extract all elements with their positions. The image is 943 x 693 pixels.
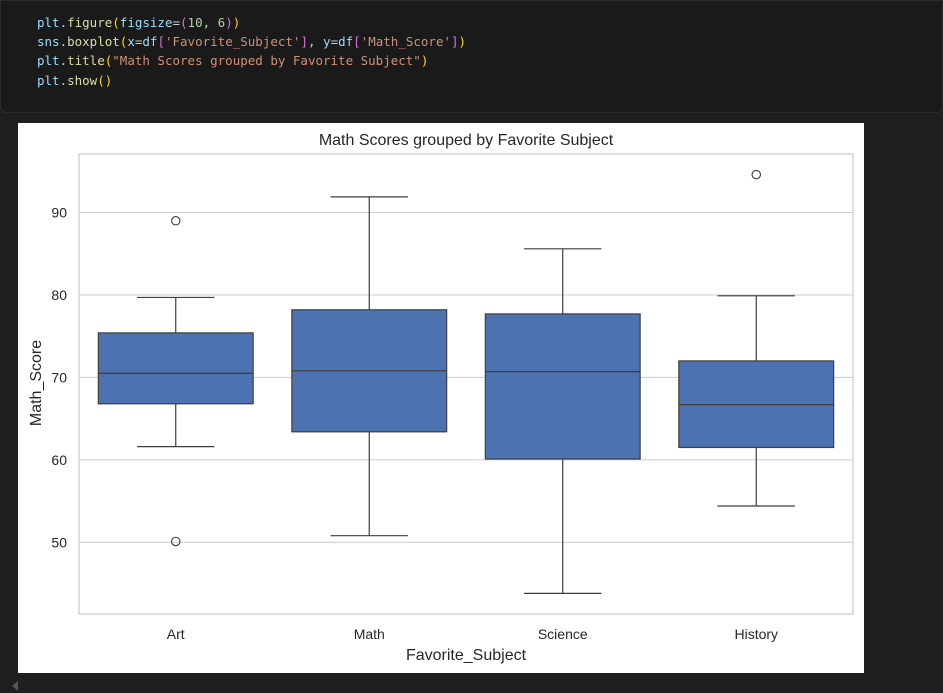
code-token: title (67, 53, 105, 69)
code-token: ) (420, 53, 429, 69)
boxes (97, 169, 835, 594)
plot-frame (78, 153, 854, 615)
code-token: = (330, 34, 339, 50)
x-axis-label: Favorite_Subject (406, 647, 527, 664)
code-line: plt.figure(figsize=(10, 6)) (37, 13, 466, 32)
code-token: ) (104, 72, 113, 88)
box-history (678, 169, 835, 507)
x-tick-label: Science (538, 626, 588, 642)
box-math (291, 196, 448, 537)
code-token: 6 (217, 15, 226, 30)
code-token: , (202, 15, 218, 30)
code-token: plt (37, 15, 60, 30)
iqr-box (484, 313, 641, 460)
code-token: ( (180, 15, 188, 30)
code-line: plt.title("Math Scores grouped by Favori… (37, 51, 466, 70)
code-token: = (134, 34, 143, 50)
code-editor[interactable]: plt.figure(figsize=(10, 6)) sns.boxplot(x… (37, 13, 466, 90)
outlier-point (171, 216, 181, 226)
y-tick-labels: 50 60 70 80 90 (51, 205, 67, 551)
code-token: 'Favorite_Subject' (164, 34, 301, 50)
code-line: sns.boxplot(x=df['Favorite_Subject'], y=… (37, 32, 466, 51)
scroll-left-arrow-icon[interactable] (12, 681, 18, 691)
code-token: sns (37, 34, 60, 50)
x-tick-label: Art (167, 626, 185, 642)
outlier-point (751, 169, 761, 180)
code-token: . (59, 53, 68, 69)
code-token: df (142, 34, 158, 50)
code-token: show (67, 72, 98, 88)
y-tick-label: 60 (51, 452, 67, 468)
code-token: ) (232, 15, 241, 30)
code-token: figure (67, 15, 113, 30)
code-token: x (127, 34, 135, 50)
code-token: . (59, 15, 68, 30)
chart-title: Math Scores grouped by Favorite Subject (319, 132, 614, 149)
code-token: ] (300, 34, 308, 50)
code-token: ) (225, 15, 233, 30)
y-tick-label: 70 (51, 369, 67, 385)
code-token: plt (37, 72, 60, 88)
code-cell[interactable]: plt.figure(figsize=(10, 6)) sns.boxplot(x… (0, 0, 943, 113)
y-tick-label: 90 (51, 205, 67, 221)
code-token: 10 (187, 15, 203, 30)
code-token: , (307, 34, 324, 50)
code-token: "Math Scores grouped by Favorite Subject… (112, 53, 421, 69)
y-tick-label: 50 (51, 534, 67, 550)
code-token: ( (104, 53, 113, 69)
code-token: ( (112, 15, 120, 30)
code-token: . (59, 72, 68, 88)
code-token: boxplot (67, 34, 120, 50)
outlier-point (171, 536, 181, 547)
code-token: ] (451, 34, 459, 50)
x-tick-label: Math (354, 626, 385, 642)
boxplot-chart: 50 60 70 80 90 Art Math Science History Math Sc… (28, 132, 854, 664)
code-line: plt.show() (37, 71, 466, 90)
code-token: y (323, 34, 331, 50)
code-token: ( (119, 34, 128, 50)
code-token: ) (458, 34, 467, 50)
code-token: df (338, 34, 354, 50)
code-token: plt (37, 53, 60, 69)
code-token: figsize (119, 15, 173, 30)
code-token: [ (157, 34, 165, 50)
y-axis-label: Math_Score (28, 340, 45, 426)
code-token: . (59, 34, 68, 50)
y-tick-label: 80 (51, 287, 67, 303)
x-tick-label: History (734, 626, 778, 642)
box-art (97, 216, 254, 547)
box-science (484, 248, 641, 594)
x-tick-labels: Art Math Science History (167, 626, 778, 642)
code-token: ( (97, 72, 105, 88)
iqr-box (97, 332, 254, 405)
code-token: = (172, 15, 181, 30)
code-token: [ (353, 34, 361, 50)
code-token: 'Math_Score' (360, 34, 452, 50)
plot-output: 50 60 70 80 90 Art Math Science History Math Sc… (18, 123, 864, 673)
